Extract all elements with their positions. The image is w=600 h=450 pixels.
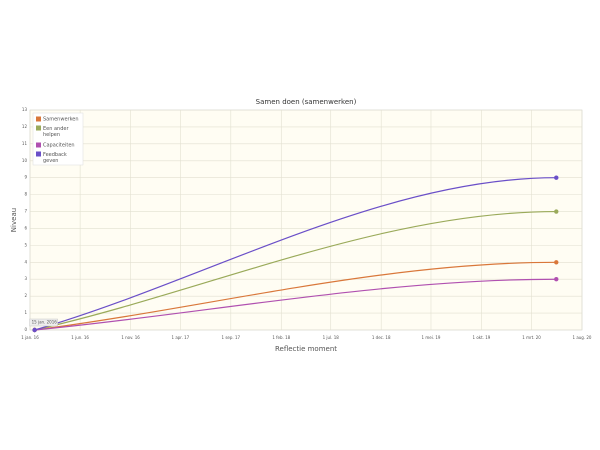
legend: Samenwerken Een ander helpen Capaciteiten Fe… <box>32 112 84 166</box>
data-point <box>554 209 559 214</box>
y-tick-label: 13 <box>22 107 28 112</box>
x-tick-label: 1 okt. 19 <box>473 335 491 340</box>
x-tick-label: 1 aug. 20 <box>573 335 592 340</box>
y-axis-label: Niveau <box>10 208 18 232</box>
legend-swatch <box>36 151 41 157</box>
data-point <box>32 327 37 333</box>
x-tick-label: 1 nov. 16 <box>121 335 140 340</box>
data-point <box>554 277 559 282</box>
legend-swatch <box>36 125 41 131</box>
legend-label: Capaciteiten <box>43 143 75 149</box>
y-tick-label: 6 <box>24 225 27 230</box>
x-tick-label: 1 sep. 17 <box>222 335 241 340</box>
legend-label: Samenwerken <box>43 117 79 123</box>
data-point <box>554 175 559 180</box>
x-tick-label: 1 jan. 16 <box>21 335 39 340</box>
chart-title: Samen doen (samenwerken) <box>256 98 357 106</box>
x-tick-label: 1 jul. 18 <box>323 335 340 340</box>
legend-swatch <box>36 142 41 148</box>
annotation-box <box>29 318 58 327</box>
annotation: 15 jan. 2016 <box>32 320 58 325</box>
data-point <box>554 260 559 265</box>
y-tick-label: 11 <box>22 141 28 146</box>
legend-label: Feedback geven <box>43 152 67 164</box>
plot-area <box>29 109 583 331</box>
x-tick-label: 1 feb. 18 <box>272 335 290 340</box>
y-tick-label: 2 <box>24 293 27 298</box>
legend-box <box>32 112 84 166</box>
series-line <box>34 210 557 331</box>
y-tick-label: 9 <box>24 175 27 180</box>
y-tick-label: 8 <box>24 192 27 197</box>
legend-swatch <box>36 116 41 122</box>
legend-label: Een ander helpen <box>43 126 69 138</box>
y-tick-label: 1 <box>24 310 27 315</box>
series-line <box>34 278 557 331</box>
x-axis-label: Reflectie moment <box>275 345 337 353</box>
series-line <box>34 177 557 331</box>
y-tick-label: 3 <box>24 276 27 281</box>
y-tick-label: 0 <box>24 327 27 332</box>
y-tick-label: 12 <box>22 124 28 129</box>
x-tick-label: 1 jun. 16 <box>71 335 89 340</box>
x-tick-label: 1 mei. 19 <box>422 335 441 340</box>
y-tick-label: 5 <box>24 242 27 247</box>
x-tick-label: 1 dec. 18 <box>372 335 391 340</box>
y-tick-label: 4 <box>24 259 27 264</box>
y-tick-label: 10 <box>22 158 28 163</box>
x-tick-label: 1 mrt. 20 <box>522 335 541 340</box>
series-line <box>34 261 557 331</box>
x-tick-label: 1 apr. 17 <box>172 335 190 340</box>
y-tick-label: 7 <box>24 209 27 214</box>
